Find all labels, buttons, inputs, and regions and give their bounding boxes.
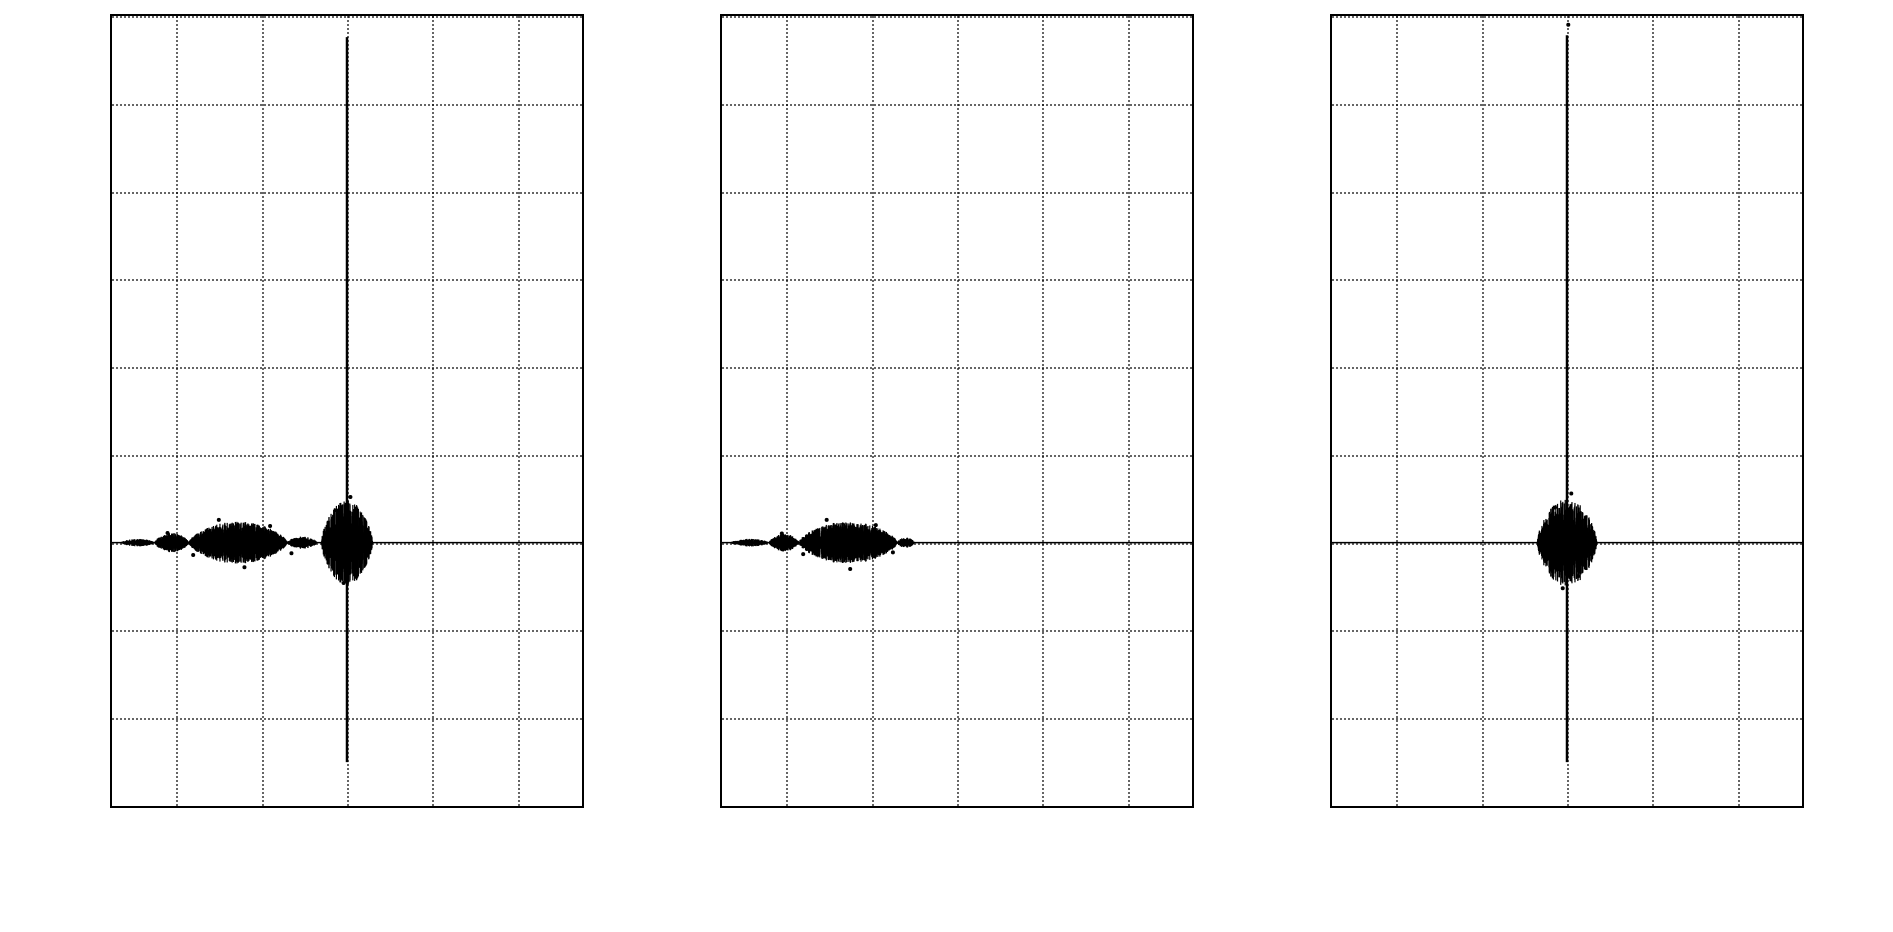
signal-plot [722, 16, 1192, 806]
plot-box: -1500-1000-500050010001500200025003000-4… [720, 14, 1194, 808]
panel-c: -1500-1000-500050010001500200025003000-4… [1220, 0, 1830, 932]
xtick-label: 4000 [493, 806, 542, 808]
panel-a: -1500-1000-500050010001500200025003000-4… [0, 0, 610, 932]
xtick-label: 0 [1561, 806, 1573, 808]
xtick-label: 0 [341, 806, 353, 808]
grid-row [112, 806, 582, 808]
xtick-label: -2000 [1453, 806, 1509, 808]
xtick-label: 2000 [1018, 806, 1067, 808]
grid-row [1332, 806, 1802, 808]
signal-plot [112, 16, 582, 806]
plot-box: -1500-1000-500050010001500200025003000-4… [1330, 14, 1804, 808]
xtick-label: 4000 [1713, 806, 1762, 808]
xtick-label: 4000 [1103, 806, 1152, 808]
grid-row [722, 806, 1192, 808]
xtick-label: -4000 [148, 806, 204, 808]
xtick-label: -2000 [843, 806, 899, 808]
panel-b: -1500-1000-500050010001500200025003000-4… [610, 0, 1220, 932]
xtick-label: -2000 [233, 806, 289, 808]
figure: -1500-1000-500050010001500200025003000-4… [0, 0, 1893, 932]
xtick-label: -4000 [758, 806, 814, 808]
signal-plot [1332, 16, 1802, 806]
xtick-label: 2000 [408, 806, 457, 808]
xtick-label: 0 [951, 806, 963, 808]
plot-box: -1500-1000-500050010001500200025003000-4… [110, 14, 584, 808]
xtick-label: 2000 [1628, 806, 1677, 808]
xtick-label: -4000 [1368, 806, 1424, 808]
